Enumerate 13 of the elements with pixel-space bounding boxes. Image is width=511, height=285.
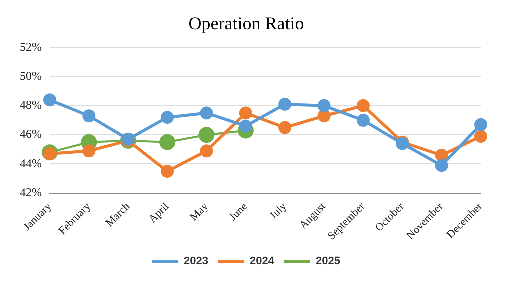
x-tick-label: June [227,200,250,224]
legend-label: 2024 [250,256,276,268]
y-tick-label: 50% [20,68,42,83]
legend-label: 2025 [316,256,340,268]
y-tick-label: 52% [20,40,42,54]
y-tick-label: 44% [20,156,42,170]
x-tick-label: May [188,200,212,224]
x-tick-label: July [268,200,290,222]
y-tick-label: 42% [20,186,42,200]
y-tick-label: 48% [20,98,42,112]
chart-title: Operation Ratio [188,14,304,34]
y-tick-label: 46% [20,127,42,142]
legend-label: 2023 [184,256,209,268]
